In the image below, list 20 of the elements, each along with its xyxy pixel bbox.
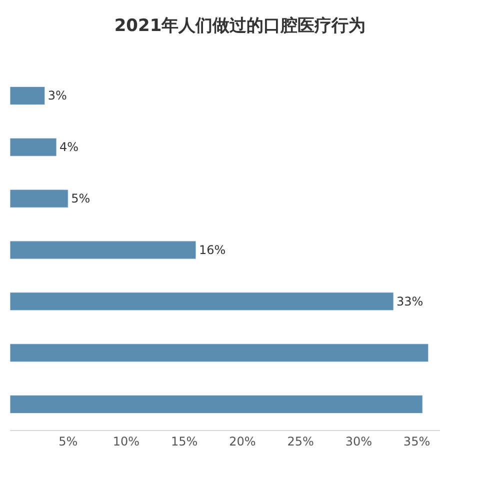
bar [10,240,196,260]
bar [10,189,68,208]
bar [10,395,423,414]
x-tick-label: 15% [170,434,198,448]
x-tick-label: 20% [229,434,256,448]
data-label: 33% [396,294,424,308]
data-label: 5% [71,192,90,206]
x-tick-label: 10% [112,434,140,448]
bar [10,344,429,362]
data-label: 4% [59,140,79,154]
x-tick-label: 5% [58,434,78,448]
bar [10,292,394,311]
bar [10,86,46,105]
data-label: 3% [48,88,67,103]
chart-title: 2021年人们做过的口腔医疗行为 [114,16,366,36]
x-tick-label: 35% [403,434,430,448]
data-label: 16% [198,243,226,257]
x-tick-label: 25% [287,434,314,448]
x-tick-label: 30% [345,434,372,448]
bar [10,138,57,156]
